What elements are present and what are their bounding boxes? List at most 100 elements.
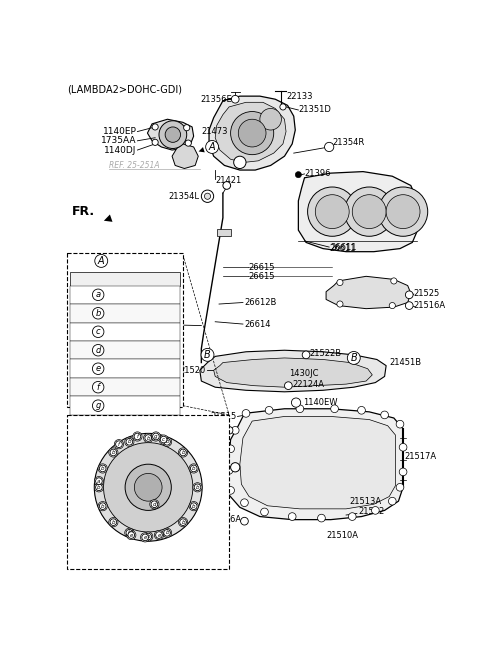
Circle shape xyxy=(238,119,266,147)
Text: B: B xyxy=(350,353,357,363)
Circle shape xyxy=(296,405,304,412)
Circle shape xyxy=(302,351,310,359)
Circle shape xyxy=(227,445,234,453)
Text: REF. 25-251A: REF. 25-251A xyxy=(109,161,159,170)
Circle shape xyxy=(98,502,108,511)
Circle shape xyxy=(179,448,188,457)
Circle shape xyxy=(324,143,334,152)
Circle shape xyxy=(348,513,356,520)
Text: PNC: PNC xyxy=(142,274,161,283)
Circle shape xyxy=(318,514,325,522)
Circle shape xyxy=(386,195,420,228)
Circle shape xyxy=(152,124,158,130)
Text: 21396: 21396 xyxy=(304,169,331,178)
Circle shape xyxy=(133,432,142,441)
Bar xyxy=(71,397,180,415)
Circle shape xyxy=(109,517,118,527)
Text: 21522B: 21522B xyxy=(309,349,341,358)
Circle shape xyxy=(406,291,413,298)
Text: 21461: 21461 xyxy=(196,461,223,470)
Text: b: b xyxy=(192,504,195,509)
Text: a: a xyxy=(97,478,101,484)
Circle shape xyxy=(406,292,412,298)
Circle shape xyxy=(223,182,230,189)
Circle shape xyxy=(288,513,296,520)
Circle shape xyxy=(184,125,190,131)
Text: b: b xyxy=(146,436,150,440)
Circle shape xyxy=(144,532,153,541)
Text: VIEW: VIEW xyxy=(75,256,103,266)
Text: b: b xyxy=(101,466,105,471)
Bar xyxy=(71,323,180,341)
Polygon shape xyxy=(200,350,386,392)
Circle shape xyxy=(179,517,188,527)
Text: 1140FR: 1140FR xyxy=(135,401,167,410)
Circle shape xyxy=(265,407,273,414)
Text: 21421: 21421 xyxy=(215,176,241,185)
Text: (LAMBDA2>DOHC-GDI): (LAMBDA2>DOHC-GDI) xyxy=(67,85,182,95)
Circle shape xyxy=(331,405,338,412)
Text: b: b xyxy=(146,534,150,539)
Circle shape xyxy=(98,464,108,473)
Text: b: b xyxy=(165,531,169,535)
Polygon shape xyxy=(299,172,417,251)
Text: 21525: 21525 xyxy=(414,289,440,298)
Circle shape xyxy=(230,463,240,472)
Text: b: b xyxy=(196,485,199,490)
Bar xyxy=(67,253,183,407)
Text: A: A xyxy=(98,256,105,266)
Text: 1140CG: 1140CG xyxy=(134,290,168,299)
Text: 21516A: 21516A xyxy=(209,515,241,524)
Bar xyxy=(71,286,180,304)
Circle shape xyxy=(144,434,153,443)
Circle shape xyxy=(389,302,396,309)
Circle shape xyxy=(372,507,379,514)
Text: b: b xyxy=(128,440,131,444)
Circle shape xyxy=(396,483,404,491)
Circle shape xyxy=(260,108,281,130)
Circle shape xyxy=(125,464,171,510)
Circle shape xyxy=(141,533,150,542)
Text: A: A xyxy=(209,142,216,152)
Circle shape xyxy=(189,464,198,473)
Text: 21515: 21515 xyxy=(211,412,237,421)
Text: 22124A: 22124A xyxy=(292,379,324,389)
Text: f: f xyxy=(136,434,138,439)
Circle shape xyxy=(152,139,158,145)
Circle shape xyxy=(352,195,386,228)
Text: 1140EP: 1140EP xyxy=(103,127,137,136)
Text: 26611: 26611 xyxy=(329,244,356,253)
Text: 1140EZ: 1140EZ xyxy=(135,346,168,354)
Circle shape xyxy=(315,195,349,228)
Text: 21516A: 21516A xyxy=(194,426,227,435)
Text: e: e xyxy=(144,535,147,540)
Circle shape xyxy=(230,112,274,154)
Circle shape xyxy=(155,531,164,540)
Circle shape xyxy=(388,498,396,505)
Text: 1140EX: 1140EX xyxy=(135,327,168,336)
Text: 1140EB: 1140EB xyxy=(135,309,168,317)
Bar xyxy=(217,228,230,236)
Text: 1140FC: 1140FC xyxy=(108,319,140,329)
Circle shape xyxy=(162,528,172,537)
Bar xyxy=(71,272,180,286)
Text: 1735AA: 1735AA xyxy=(101,137,137,145)
Circle shape xyxy=(381,411,388,419)
Circle shape xyxy=(378,187,428,236)
Circle shape xyxy=(396,420,404,428)
Text: 1140DJ: 1140DJ xyxy=(104,146,137,154)
Polygon shape xyxy=(215,102,286,162)
Text: e: e xyxy=(130,533,133,537)
Text: B: B xyxy=(204,350,211,360)
Circle shape xyxy=(204,193,211,199)
Text: 26615: 26615 xyxy=(248,272,275,280)
Text: 21510A: 21510A xyxy=(326,531,358,539)
Circle shape xyxy=(231,426,239,434)
Circle shape xyxy=(337,279,343,286)
Text: e: e xyxy=(96,364,101,373)
Text: c: c xyxy=(162,437,165,442)
Circle shape xyxy=(193,482,202,492)
Circle shape xyxy=(150,500,159,509)
Text: b: b xyxy=(128,531,131,535)
Text: b: b xyxy=(96,309,101,317)
